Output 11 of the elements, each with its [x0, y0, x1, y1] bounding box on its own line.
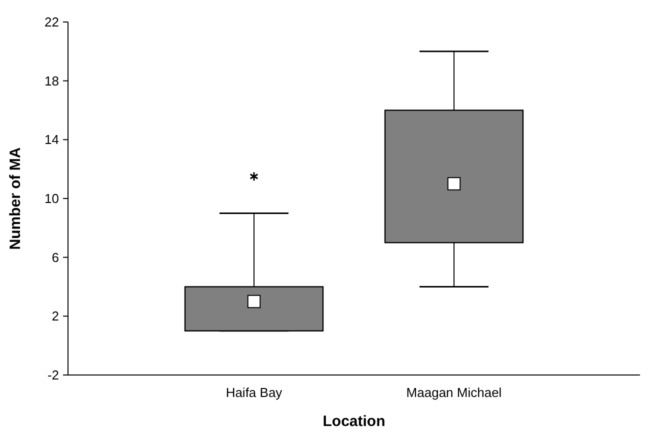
- y-tick-label: 14: [44, 132, 59, 148]
- y-axis-title: Number of MA: [7, 147, 24, 250]
- x-tick-label: Haifa Bay: [226, 385, 283, 400]
- y-tick-label: 10: [44, 191, 59, 206]
- y-tick-label: 22: [44, 14, 59, 30]
- y-tick-label: 18: [44, 73, 59, 88]
- x-axis-title: Location: [322, 413, 386, 430]
- y-tick-label: -2: [47, 368, 59, 383]
- y-tick-label: 2: [52, 308, 59, 324]
- y-tick-label: 6: [52, 250, 59, 265]
- x-tick-label: Maagan Michael: [406, 385, 502, 400]
